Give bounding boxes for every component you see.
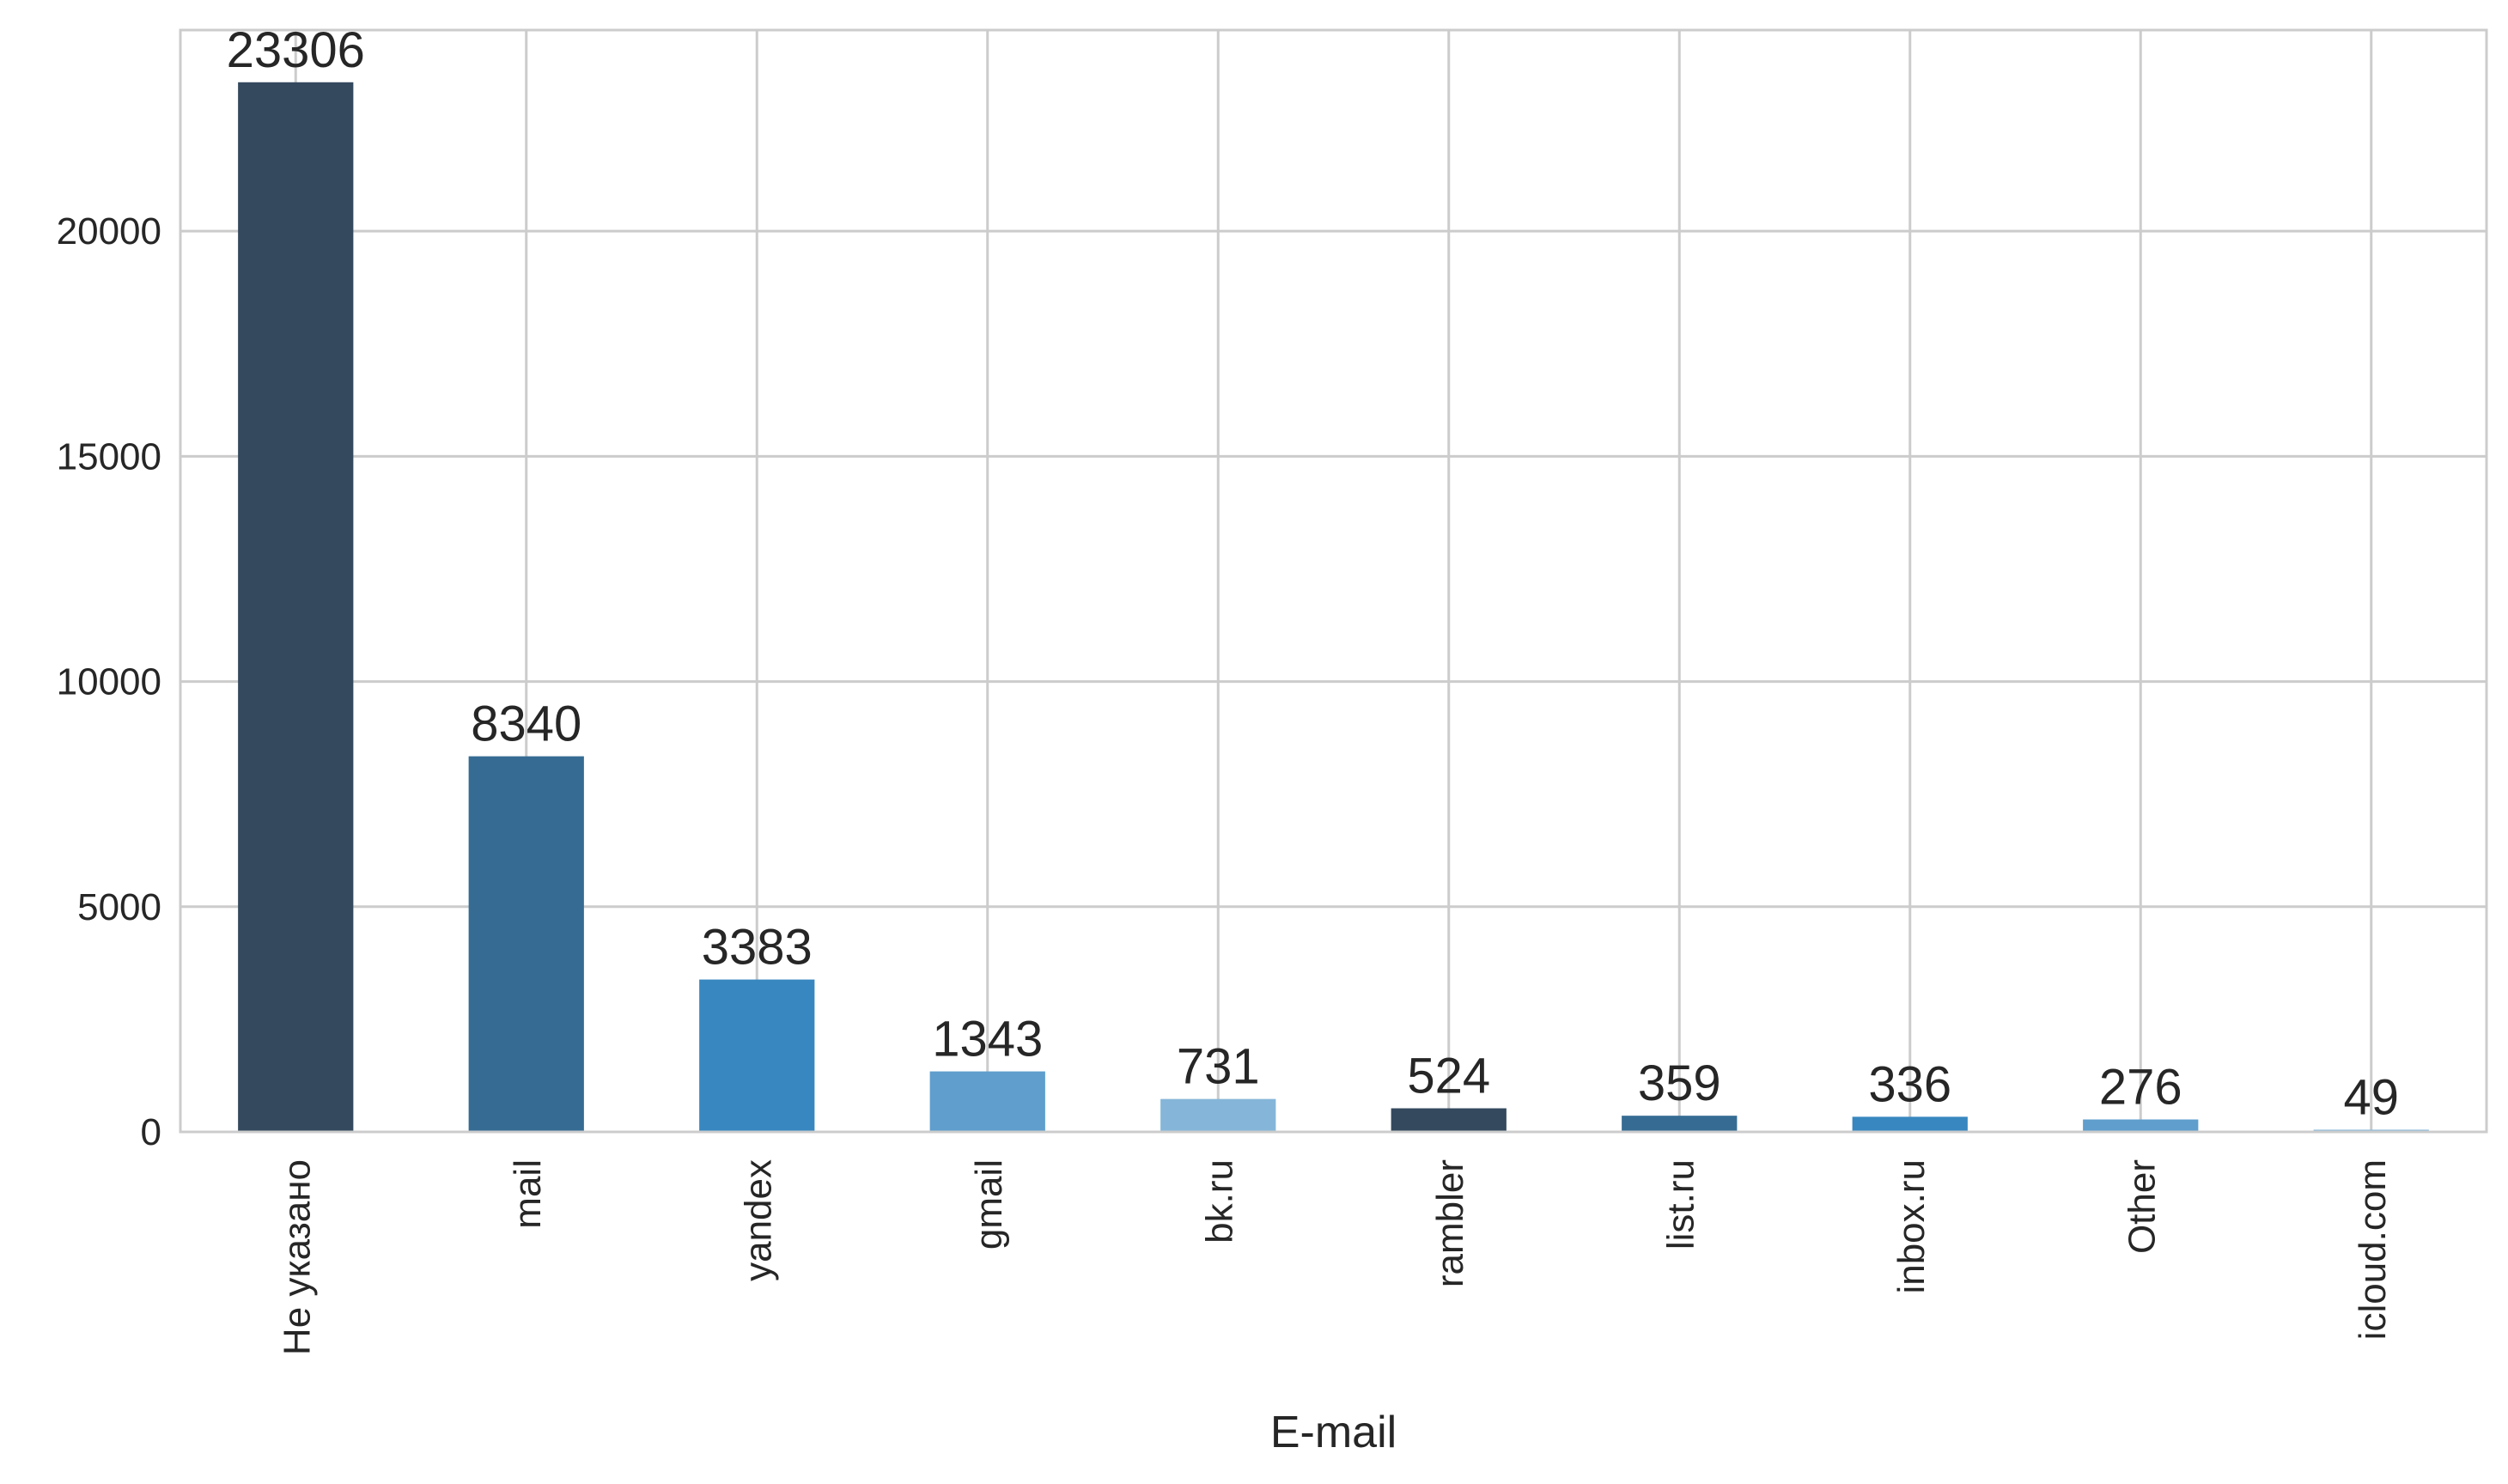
data-label: 1343: [932, 1012, 1043, 1067]
bar-7: [1852, 1116, 1968, 1132]
x-axis-label: E-mail: [1270, 1408, 1397, 1457]
x-tick-label: list.ru: [1659, 1159, 1701, 1250]
x-tick-label: bk.ru: [1198, 1159, 1240, 1244]
data-label: 49: [2343, 1069, 2399, 1125]
x-axis-ticks: Не указано mail yandex gmail bk.ru rambler lis…: [276, 1159, 2394, 1355]
y-tick-label: 10000: [57, 661, 161, 703]
data-label: 359: [1638, 1055, 1721, 1111]
x-tick-label: Не указано: [276, 1159, 318, 1355]
bar-5: [1391, 1108, 1507, 1132]
bar-2: [699, 979, 815, 1132]
data-label: 23306: [227, 22, 365, 78]
bar-8: [2083, 1119, 2199, 1132]
bar-3: [929, 1071, 1045, 1132]
x-tick-label: Other: [2121, 1159, 2163, 1254]
data-label: 524: [1407, 1049, 1490, 1104]
plot-border: [179, 28, 2488, 1134]
y-tick-label: 0: [141, 1111, 161, 1153]
x-tick-label: gmail: [968, 1159, 1010, 1250]
x-tick-label: yandex: [737, 1159, 779, 1281]
bars: [238, 82, 2429, 1132]
y-tick-label: 5000: [77, 886, 161, 928]
y-tick-label: 20000: [57, 210, 161, 252]
x-tick-label: inbox.ru: [1890, 1159, 1933, 1294]
data-label: 276: [2099, 1060, 2182, 1116]
y-tick-label: 15000: [57, 435, 161, 477]
plot-frame: [179, 28, 2488, 1134]
data-labels: 23306 8340 3383 1343 731 524 359 336 276 49: [227, 22, 2399, 1126]
data-label: 3383: [702, 920, 813, 976]
bar-6: [1622, 1116, 1738, 1132]
bar-0: [238, 82, 354, 1132]
bar-4: [1160, 1098, 1276, 1132]
data-label: 8340: [471, 696, 581, 752]
x-tick-label: mail: [507, 1159, 549, 1229]
x-tick-label: rambler: [1429, 1159, 1471, 1287]
data-label: 336: [1868, 1056, 1951, 1112]
bar-1: [468, 756, 584, 1132]
x-tick-label: icloud.com: [2352, 1159, 2394, 1340]
y-axis-ticks: 0 5000 10000 15000 20000: [57, 210, 161, 1153]
data-label: 731: [1177, 1039, 1260, 1095]
